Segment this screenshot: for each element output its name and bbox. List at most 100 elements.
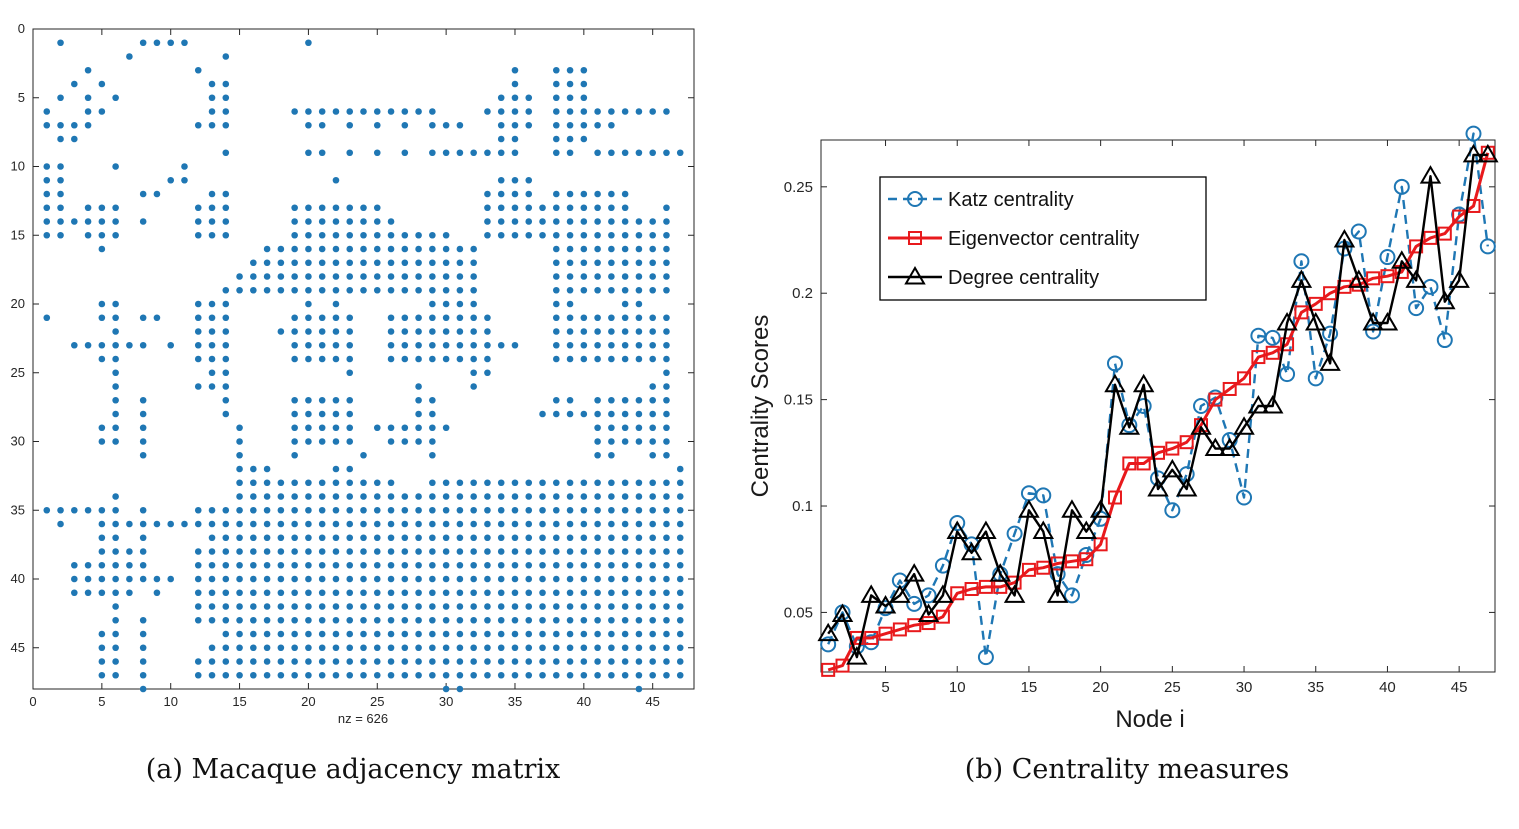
data-point-triangle xyxy=(846,646,868,665)
nonzero-dot xyxy=(470,383,477,390)
nonzero-dot xyxy=(277,259,285,267)
nonzero-dot xyxy=(401,108,409,115)
nonzero-dot xyxy=(139,506,147,514)
nonzero-dot xyxy=(222,589,230,597)
nonzero-dot xyxy=(415,493,422,500)
nonzero-dot xyxy=(649,493,656,500)
nonzero-dot xyxy=(663,561,670,569)
nonzero-dot xyxy=(470,548,477,555)
x-tick-label: 25 xyxy=(370,694,384,709)
nonzero-dot xyxy=(470,286,477,294)
nonzero-dot xyxy=(139,410,147,418)
nonzero-dot xyxy=(580,520,588,528)
nonzero-dot xyxy=(43,506,51,514)
nonzero-dot xyxy=(552,80,560,88)
data-point-circle xyxy=(1436,332,1453,349)
nonzero-dot xyxy=(539,644,546,652)
nonzero-dot xyxy=(318,149,326,157)
nonzero-dot xyxy=(415,273,422,280)
nonzero-dot xyxy=(346,121,354,129)
nonzero-dot xyxy=(332,534,340,542)
nonzero-dot xyxy=(332,176,340,184)
data-point-square xyxy=(1179,435,1194,450)
nonzero-dot xyxy=(277,506,285,514)
nonzero-dot xyxy=(484,506,491,514)
nonzero-dot xyxy=(194,616,202,624)
nonzero-dot xyxy=(497,479,505,487)
nonzero-dot xyxy=(222,341,230,349)
nonzero-dot xyxy=(291,603,298,610)
nonzero-dot xyxy=(332,616,340,624)
nonzero-dot xyxy=(511,176,519,184)
nonzero-dot xyxy=(676,149,684,157)
nonzero-dot xyxy=(552,575,560,583)
nonzero-dot xyxy=(415,108,422,115)
nonzero-dot xyxy=(84,94,92,102)
nonzero-dot xyxy=(346,479,354,487)
nonzero-dot xyxy=(401,616,409,624)
nonzero-dot xyxy=(649,479,656,487)
nonzero-dot xyxy=(580,273,588,280)
nonzero-dot xyxy=(649,561,656,569)
nonzero-dot xyxy=(676,589,684,597)
nonzero-dot xyxy=(98,355,106,363)
nonzero-dot xyxy=(318,658,326,665)
nonzero-dot xyxy=(401,658,409,665)
nonzero-dot xyxy=(429,479,436,487)
nonzero-dot xyxy=(112,383,119,390)
nonzero-dot xyxy=(57,506,64,514)
nonzero-dot xyxy=(552,273,560,280)
nonzero-dot xyxy=(456,644,464,652)
data-point-triangle xyxy=(989,563,1011,582)
nonzero-dot xyxy=(291,520,298,528)
nonzero-dot xyxy=(635,506,643,514)
nonzero-dot xyxy=(566,94,574,102)
nonzero-dot xyxy=(139,630,147,638)
nonzero-dot xyxy=(112,300,119,308)
data-point-square xyxy=(978,579,993,594)
nonzero-dot xyxy=(511,80,519,88)
nonzero-dot xyxy=(346,561,354,569)
nonzero-dot xyxy=(470,300,477,308)
nonzero-dot xyxy=(387,218,395,225)
nonzero-dot xyxy=(250,286,257,294)
nonzero-dot xyxy=(236,506,243,514)
data-point-triangle xyxy=(1305,312,1327,331)
data-point-square xyxy=(921,616,936,631)
nonzero-dot xyxy=(332,328,340,335)
nonzero-dot xyxy=(208,204,216,212)
nonzero-dot xyxy=(621,190,629,198)
nonzero-dot xyxy=(415,506,422,514)
nonzero-dot xyxy=(236,575,243,583)
nonzero-dot xyxy=(580,644,588,652)
nonzero-dot xyxy=(429,603,436,610)
nonzero-dot xyxy=(57,121,64,129)
nonzero-dot xyxy=(621,520,629,528)
nonzero-dot xyxy=(291,575,298,583)
nonzero-dot xyxy=(291,259,298,267)
nonzero-dot xyxy=(566,630,574,638)
data-point-square xyxy=(964,582,979,597)
nonzero-dot xyxy=(415,424,422,432)
nonzero-dot xyxy=(222,314,230,322)
data-point-triangle xyxy=(831,603,854,623)
nonzero-dot xyxy=(360,630,367,638)
nonzero-dot xyxy=(332,438,340,445)
data-point-square xyxy=(1366,271,1381,286)
nonzero-dot xyxy=(153,589,161,597)
nonzero-dot xyxy=(305,438,312,445)
nonzero-dot xyxy=(222,561,230,569)
nonzero-dot xyxy=(139,561,147,569)
nonzero-dot xyxy=(539,575,546,583)
nonzero-dot xyxy=(456,259,464,267)
nonzero-dot xyxy=(566,135,574,143)
nonzero-dot xyxy=(429,286,436,294)
nonzero-dot xyxy=(456,616,464,624)
nonzero-dot xyxy=(387,479,395,487)
nonzero-dot xyxy=(594,328,601,335)
nonzero-dot xyxy=(401,424,409,432)
nonzero-dot xyxy=(236,465,243,473)
nonzero-dot xyxy=(194,121,202,129)
data-point-circle xyxy=(1293,253,1310,270)
nonzero-dot xyxy=(208,300,216,308)
